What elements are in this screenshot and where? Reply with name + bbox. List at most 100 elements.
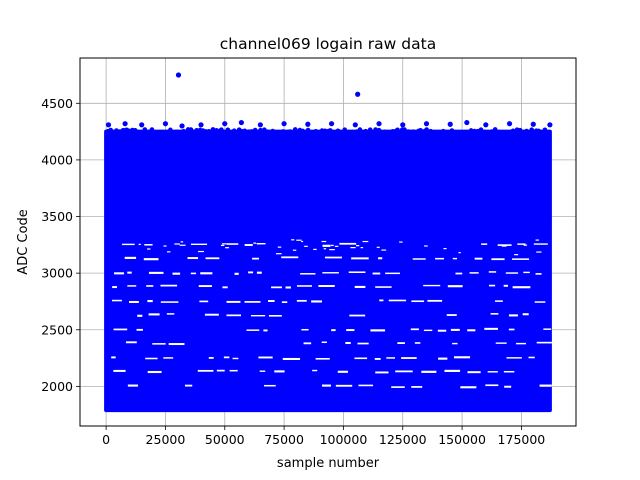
sparse-code-gap — [122, 243, 135, 246]
data-point — [539, 130, 544, 136]
axis-ticks: 0 25000 50000 75000 100000 125000 150000 175000… — [41, 96, 545, 447]
data-point — [545, 130, 551, 135]
data-point — [328, 128, 333, 133]
sparse-code-gap — [199, 300, 209, 303]
sparse-code-gap — [535, 273, 542, 275]
sparse-code-gap — [220, 244, 225, 247]
dense-point-band — [104, 129, 552, 413]
sparse-code-gap — [539, 384, 552, 387]
y-tick-label: 4000 — [41, 152, 73, 167]
data-point — [510, 128, 516, 134]
sparse-code-gap — [388, 299, 407, 302]
sparse-code-gap — [534, 301, 546, 303]
sparse-code-gap — [312, 369, 318, 372]
data-point — [382, 129, 388, 135]
y-tick-label: 2000 — [41, 379, 73, 394]
sparse-code-gap — [350, 247, 356, 249]
sparse-code-gap — [322, 244, 331, 247]
sparse-code-gap — [412, 258, 426, 260]
y-tick-label: 3000 — [41, 266, 73, 281]
sparse-code-gap — [375, 286, 392, 288]
sparse-code-gap — [381, 249, 387, 251]
sparse-code-gap — [508, 328, 515, 331]
sparse-code-gap — [160, 284, 178, 287]
sparse-code-gap — [487, 371, 498, 373]
sparse-code-gap — [386, 357, 395, 359]
sparse-code-gap — [163, 357, 174, 359]
sparse-code-gap — [259, 370, 266, 372]
sparse-code-gap — [281, 256, 299, 259]
sparse-code-gap — [522, 313, 529, 316]
data-point — [517, 127, 523, 133]
sparse-code-gap — [362, 240, 369, 243]
sparse-code-gap — [275, 253, 282, 255]
data-points — [104, 72, 553, 413]
data-point — [328, 121, 335, 127]
sparse-code-gap — [318, 285, 335, 288]
data-point — [447, 121, 453, 127]
sparse-code-gap — [495, 300, 503, 302]
data-point — [151, 130, 157, 135]
data-point — [210, 127, 216, 132]
data-point — [506, 121, 513, 127]
y-tick-label: 2500 — [41, 322, 73, 337]
data-point — [400, 122, 406, 128]
data-point — [483, 122, 489, 128]
sparse-code-gap — [271, 286, 282, 289]
data-point — [219, 127, 224, 132]
sparse-code-gap — [129, 300, 139, 304]
data-point — [547, 122, 553, 128]
sparse-code-gap — [438, 357, 448, 360]
data-point — [270, 128, 276, 134]
sparse-code-gap — [523, 244, 528, 246]
sparse-code-gap — [160, 301, 179, 303]
sparse-code-gap — [488, 284, 496, 287]
data-point — [114, 128, 119, 133]
data-point — [459, 130, 464, 135]
sparse-code-gap — [253, 242, 257, 244]
sparse-code-gap — [358, 384, 374, 387]
data-point — [105, 122, 112, 128]
data-point — [214, 128, 219, 133]
data-point — [355, 91, 361, 97]
sparse-code-gap — [322, 384, 331, 387]
sparse-code-gap — [329, 249, 335, 251]
sparse-code-gap — [111, 356, 116, 359]
sparse-code-gap — [423, 284, 441, 287]
sparse-code-gap — [506, 357, 522, 359]
data-point — [315, 130, 320, 135]
sparse-code-gap — [167, 251, 171, 253]
sparse-code-gap — [172, 272, 181, 275]
sparse-code-gap — [395, 370, 413, 373]
sparse-code-gap — [354, 285, 366, 289]
sparse-code-gap — [435, 257, 445, 260]
data-point — [242, 128, 247, 134]
sparse-code-gap — [232, 357, 239, 360]
sparse-code-gap — [443, 247, 447, 250]
x-tick-label: 175000 — [498, 432, 546, 447]
sparse-code-gap — [138, 243, 141, 245]
sparse-code-gap — [504, 385, 512, 388]
sparse-code-gap — [127, 285, 137, 287]
sparse-code-gap — [334, 245, 339, 247]
sparse-code-gap — [256, 271, 262, 274]
sparse-code-gap — [124, 256, 137, 259]
sparse-code-gap — [399, 241, 403, 243]
data-point — [308, 130, 314, 135]
sparse-code-gap — [252, 257, 259, 260]
sparse-code-gap — [444, 369, 461, 372]
data-point — [423, 121, 430, 127]
data-point — [139, 122, 145, 128]
data-point — [142, 127, 148, 132]
sparse-code-gap — [148, 313, 160, 316]
data-point — [231, 128, 237, 134]
data-point — [140, 131, 145, 136]
sparse-code-gap — [234, 272, 239, 275]
sparse-code-gap — [354, 357, 368, 360]
sparse-code-gap — [437, 329, 447, 332]
sparse-code-gap — [536, 341, 552, 344]
sparse-code-gap — [226, 300, 241, 303]
sparse-code-gap — [514, 254, 519, 256]
sparse-code-gap — [281, 301, 288, 304]
